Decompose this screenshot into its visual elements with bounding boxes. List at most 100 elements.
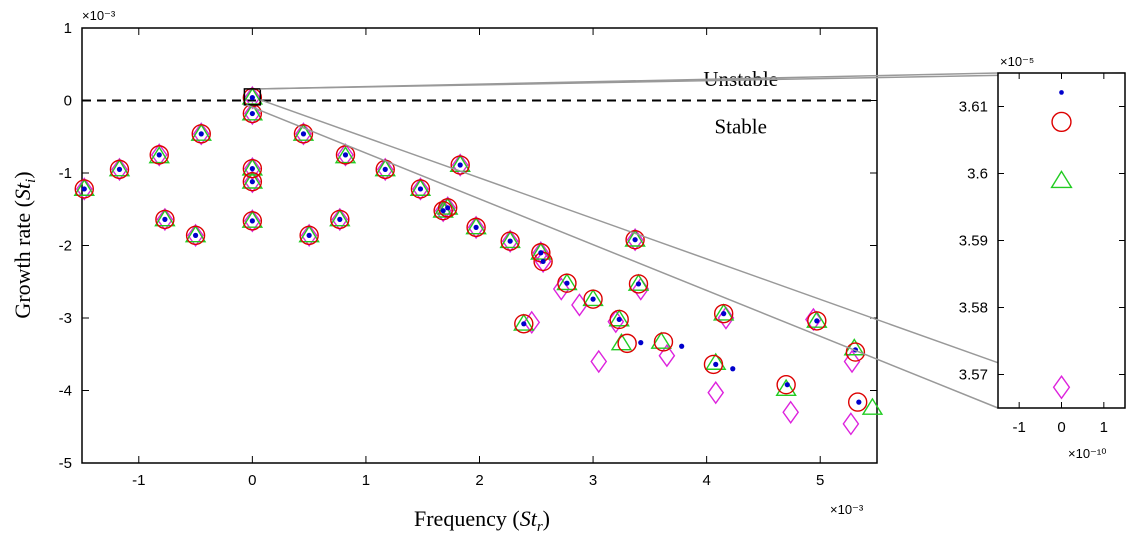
- data-point-circle: [807, 311, 827, 331]
- data-point-triangle: [298, 225, 320, 243]
- data-point-dot: [156, 152, 162, 158]
- inset-data-marks: [1050, 90, 1073, 400]
- inset-y-tick-label: 3.58: [959, 300, 988, 317]
- data-point-diamond: [1052, 375, 1071, 400]
- data-point-circle: [109, 159, 130, 180]
- data-point-circle: [557, 273, 577, 293]
- data-point-diamond: [842, 412, 860, 436]
- data-point-circle: [155, 209, 175, 230]
- data-point-diamond: [658, 343, 676, 368]
- data-point-dot: [300, 131, 307, 137]
- y-axis-label: Growth rate (Sti): [10, 171, 39, 318]
- y-tick-label: -2: [59, 238, 72, 255]
- x-tick-label: 0: [248, 472, 256, 489]
- data-point-triangle: [241, 158, 264, 176]
- inset-y-tick-label: 3.59: [959, 233, 988, 250]
- data-point-circle: [185, 225, 206, 246]
- data-point-dot: [730, 366, 736, 372]
- data-point-diamond: [150, 143, 168, 167]
- data-point-circle: [1051, 111, 1072, 133]
- data-point-triangle: [465, 217, 487, 235]
- data-point-dot: [417, 186, 424, 192]
- y-exponent-label: ×10⁻³: [82, 8, 116, 23]
- data-point-dot: [198, 131, 204, 137]
- inset-plot: -1 0 1 3.61 3.6 3.59 3.58 3.57 ×10⁻⁵ ×10⁻¹⁰: [959, 54, 1126, 461]
- main-ticks: -1 0 1 2 3 4 5 1 0 -1 -2 -3 -4 -5: [59, 20, 877, 489]
- data-point-triangle: [627, 273, 650, 291]
- data-point-diamond: [467, 215, 485, 240]
- data-point-dot: [521, 321, 527, 327]
- data-point-circle: [628, 274, 649, 294]
- data-point-dot: [590, 296, 596, 302]
- inset-ticks: -1 0 1 3.61 3.6 3.59 3.58 3.57: [959, 73, 1125, 436]
- data-point-diamond: [187, 223, 204, 248]
- data-point-diamond: [412, 177, 429, 201]
- data-point-triangle: [409, 178, 432, 196]
- data-point-triangle: [530, 242, 552, 260]
- data-point-circle: [242, 211, 263, 231]
- data-point-diamond: [331, 207, 349, 232]
- data-point-triangle: [374, 159, 396, 177]
- data-point-triangle: [556, 272, 578, 291]
- main-data-marks: [73, 85, 884, 436]
- data-point-diamond: [707, 380, 725, 405]
- data-point-circle: [845, 342, 866, 362]
- data-point-triangle: [582, 288, 604, 307]
- data-point-circle: [299, 225, 319, 246]
- data-point-triangle: [148, 145, 170, 164]
- x-tick-label: 3: [589, 472, 597, 489]
- data-point-circle: [433, 200, 453, 221]
- data-point-triangle: [1050, 170, 1073, 189]
- data-point-diamond: [782, 400, 800, 424]
- data-point-diamond: [501, 229, 519, 253]
- connector-line: [246, 104, 999, 409]
- x-tick-label: -1: [132, 472, 145, 489]
- data-point-dot: [814, 318, 820, 324]
- data-point-dot: [440, 208, 446, 214]
- connector-line: [260, 99, 1126, 409]
- data-point-circle: [617, 333, 637, 354]
- inset-y-tick-label: 3.6: [967, 166, 988, 183]
- y-tick-label: -3: [59, 310, 72, 327]
- data-point-diamond: [451, 153, 469, 177]
- data-point-dot: [638, 340, 644, 346]
- y-tick-label: 0: [64, 93, 72, 110]
- data-point-triangle: [650, 331, 672, 349]
- data-point-triangle: [73, 178, 95, 196]
- data-point-dot: [306, 232, 312, 238]
- data-point-triangle: [334, 145, 357, 164]
- data-point-diamond: [843, 349, 861, 374]
- data-point-dot: [342, 152, 349, 158]
- data-point-dot: [538, 250, 544, 256]
- x-tick-label: 2: [475, 472, 483, 489]
- inset-x-tick-label: 1: [1100, 419, 1108, 436]
- x-tick-label: 5: [816, 472, 824, 489]
- data-point-diamond: [156, 207, 174, 232]
- data-point-triangle: [705, 352, 727, 370]
- y-tick-label: -5: [59, 455, 72, 472]
- data-point-triangle: [624, 229, 646, 247]
- zoom-box: [243, 88, 262, 106]
- y-tick-label: -4: [59, 383, 72, 400]
- data-point-circle: [242, 158, 263, 179]
- data-point-dot: [1059, 90, 1064, 95]
- data-point-diamond: [717, 306, 735, 330]
- data-point-circle: [450, 155, 470, 175]
- data-point-dot: [249, 218, 255, 224]
- data-point-triangle: [329, 209, 351, 227]
- y-tick-label: -1: [59, 165, 72, 182]
- data-point-diamond: [337, 143, 354, 167]
- data-point-circle: [191, 124, 211, 144]
- inset-x-tick-label: 0: [1057, 419, 1065, 436]
- data-point-triangle: [775, 378, 797, 397]
- x-tick-label: 4: [702, 472, 710, 489]
- data-point-dot: [540, 258, 546, 265]
- data-point-circle: [335, 145, 356, 165]
- data-point-circle: [609, 309, 629, 330]
- data-point-triangle: [806, 310, 828, 328]
- data-point-dot: [564, 280, 570, 286]
- stable-label: Stable: [714, 115, 767, 139]
- inset-y-exponent-label: ×10⁻⁵: [1000, 54, 1034, 69]
